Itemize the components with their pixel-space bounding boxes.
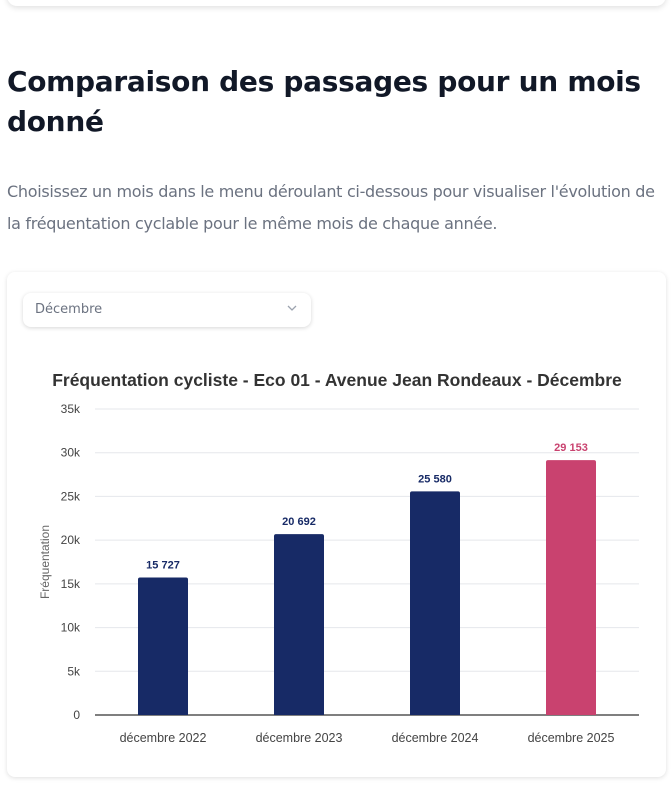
chevron-down-icon [287,305,297,311]
y-tick-label: 35k [61,402,81,416]
chart-title: Fréquentation cycliste - Eco 01 - Avenue… [52,370,622,390]
x-tick-label: décembre 2024 [392,731,479,745]
previous-card [7,0,666,6]
data-label: 29 153 [554,442,588,454]
month-select[interactable]: Décembre [23,293,311,327]
y-tick-label: 5k [67,664,81,678]
y-tick-label: 20k [61,533,81,547]
x-tick-label: décembre 2025 [528,731,615,745]
bar[interactable] [138,577,188,715]
bar[interactable] [546,460,596,715]
y-tick-label: 0 [73,708,80,722]
chart-card: Décembre Fréquentation cycliste - Eco 01… [7,272,666,777]
x-tick-label: décembre 2023 [256,731,343,745]
y-axis-label: Fréquentation [38,525,52,599]
section-heading: Comparaison des passages pour un mois do… [7,65,641,138]
data-label: 15 727 [146,560,180,572]
bar[interactable] [410,491,460,715]
y-tick-label: 15k [61,577,81,591]
data-label: 25 580 [418,473,452,485]
month-select-value: Décembre [35,302,103,317]
data-label: 20 692 [282,516,316,528]
x-tick-label: décembre 2022 [120,731,207,745]
section-description: Choisissez un mois dans le menu déroulan… [7,182,655,233]
y-tick-label: 30k [61,446,81,460]
y-tick-label: 25k [61,489,81,503]
y-tick-label: 10k [61,621,81,635]
bar-chart: Fréquentation cycliste - Eco 01 - Avenue… [38,370,639,745]
bar[interactable] [274,534,324,715]
